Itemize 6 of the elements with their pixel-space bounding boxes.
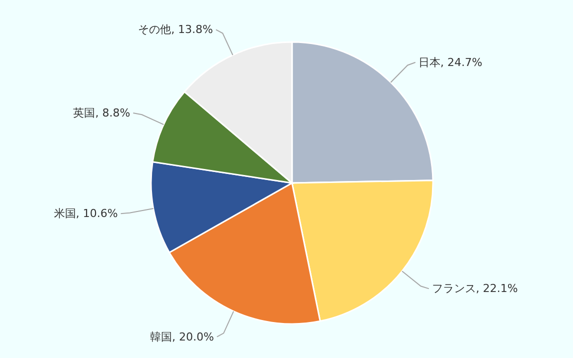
slice-label: その他, 13.8% (138, 23, 214, 36)
slice-label: 英国, 8.8% (73, 106, 130, 120)
slice-label: 日本, 24.7% (418, 56, 482, 69)
slice-label: 韓国, 20.0% (150, 330, 214, 344)
slice-label: フランス, 22.1% (432, 282, 518, 296)
slice-label: 米国, 10.6% (54, 207, 118, 220)
